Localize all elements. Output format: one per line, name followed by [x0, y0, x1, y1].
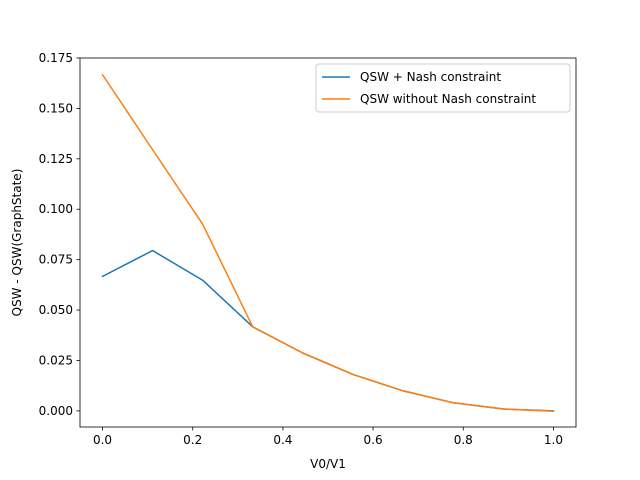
y-tick-label: 0.125 — [39, 152, 73, 166]
x-tick-label: 0.0 — [93, 433, 112, 447]
x-tick-label: 1.0 — [544, 433, 563, 447]
y-tick-label: 0.025 — [39, 353, 73, 367]
x-tick-label: 0.4 — [273, 433, 292, 447]
y-axis-label: QSW - QSW(GraphState) — [10, 169, 24, 317]
y-tick-label: 0.150 — [39, 101, 73, 115]
x-axis: 0.0 0.2 0.4 0.6 0.8 1.0 — [93, 427, 563, 447]
legend-label: QSW without Nash constraint — [360, 92, 536, 106]
legend-box — [315, 63, 571, 113]
x-tick-label: 0.2 — [183, 433, 202, 447]
y-axis: 0.000 0.025 0.050 0.075 0.100 0.125 0.150 0.175 — [39, 51, 80, 418]
series-line-2 — [101, 73, 555, 413]
y-tick-label: 0.050 — [39, 303, 73, 317]
y-tick-label: 0.175 — [39, 51, 73, 65]
y-tick-label: 0.075 — [39, 253, 73, 267]
legend-label: QSW + Nash constraint — [360, 70, 501, 84]
legend: QSW + Nash constraint QSW without Nash co… — [315, 63, 571, 113]
y-tick-label: 0.000 — [39, 404, 73, 418]
x-tick-label: 0.6 — [364, 433, 383, 447]
x-tick-label: 0.8 — [454, 433, 473, 447]
plot-frame — [79, 57, 577, 428]
y-tick-label: 0.100 — [39, 202, 73, 216]
series-layer — [101, 73, 555, 413]
x-axis-label: V0/V1 — [310, 457, 346, 471]
